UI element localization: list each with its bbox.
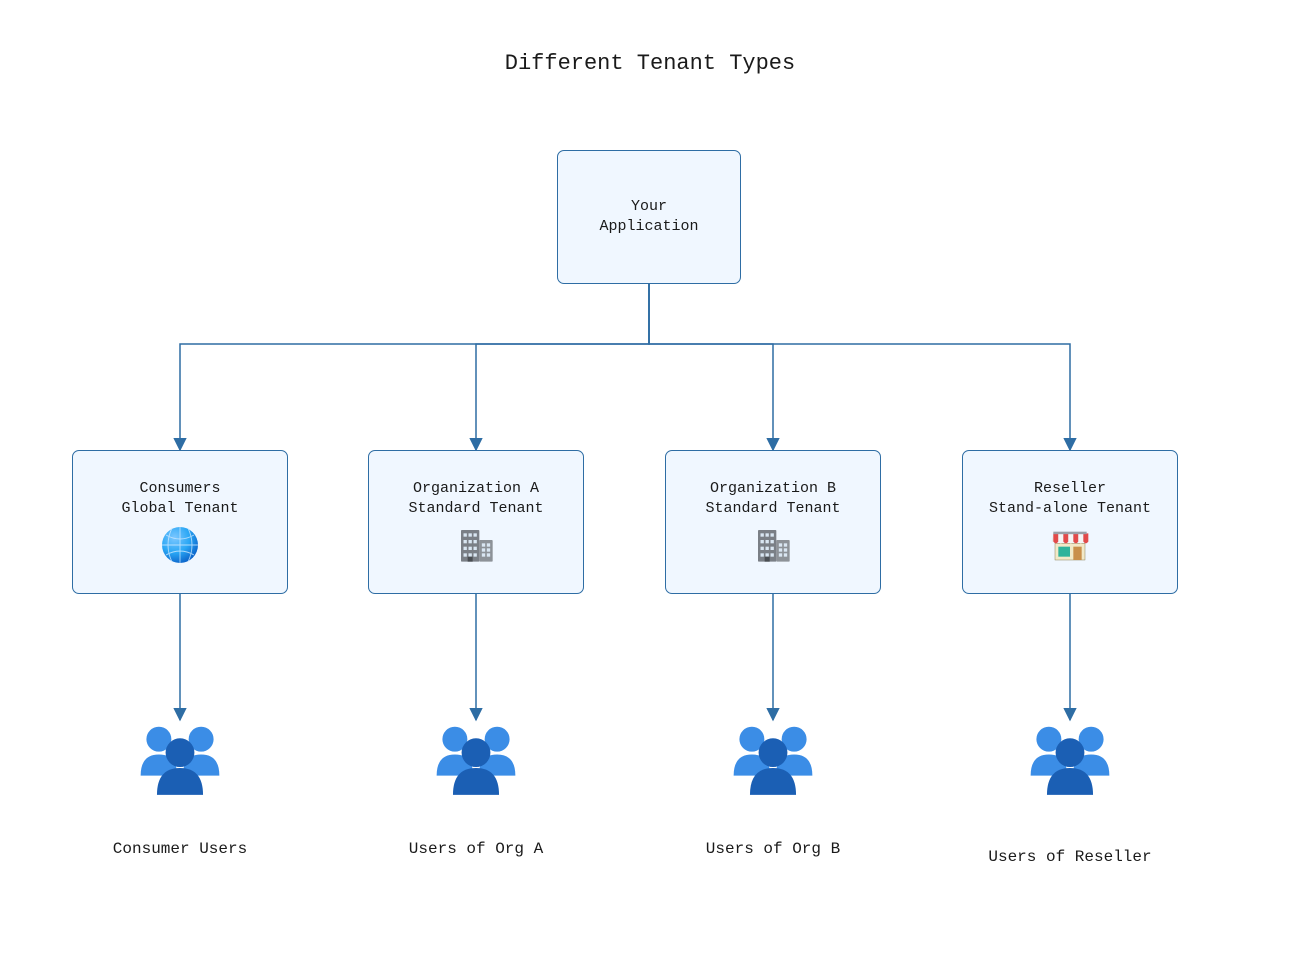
- users-icon: [1022, 720, 1118, 800]
- node-label-line1: Consumers: [139, 479, 220, 499]
- node-label-line1: Organization A: [413, 479, 539, 499]
- diagram-title: Different Tenant Types: [400, 51, 900, 76]
- node-label-line2: Stand-alone Tenant: [989, 499, 1151, 519]
- node-label-line2: Standard Tenant: [408, 499, 543, 519]
- users-icon: [132, 720, 228, 800]
- leaf-label-leaf-orgA: Users of Org A: [346, 840, 606, 858]
- leaf-label-leaf-reseller: Users of Reseller: [940, 848, 1200, 866]
- edge: [649, 284, 773, 450]
- users-icon: [428, 720, 524, 800]
- building-icon: [753, 525, 793, 565]
- globe-icon: [160, 525, 200, 565]
- edge: [476, 284, 649, 450]
- node-orgB: Organization BStandard Tenant: [665, 450, 881, 594]
- store-icon: [1050, 525, 1090, 565]
- leaf-label-leaf-consumers: Consumer Users: [50, 840, 310, 858]
- node-label-line1: Reseller: [1034, 479, 1106, 499]
- node-label-line2: Global Tenant: [121, 499, 238, 519]
- edge: [649, 284, 1070, 450]
- node-label-line1: Organization B: [710, 479, 836, 499]
- node-reseller: ResellerStand-alone Tenant: [962, 450, 1178, 594]
- node-label-line2: Standard Tenant: [705, 499, 840, 519]
- users-icon: [725, 720, 821, 800]
- node-label-line2: Application: [599, 217, 698, 237]
- edge: [180, 284, 649, 450]
- node-label-line1: Your: [631, 197, 667, 217]
- node-orgA: Organization AStandard Tenant: [368, 450, 584, 594]
- building-icon: [456, 525, 496, 565]
- diagram-canvas: Different Tenant Types YourApplication Con…: [0, 0, 1300, 969]
- node-root: YourApplication: [557, 150, 741, 284]
- leaf-label-leaf-orgB: Users of Org B: [643, 840, 903, 858]
- node-consumers: ConsumersGlobal Tenant: [72, 450, 288, 594]
